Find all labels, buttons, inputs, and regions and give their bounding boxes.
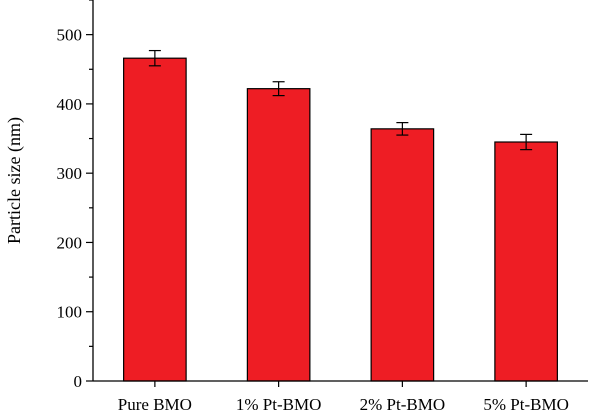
y-axis-label: Particle size (nm) — [4, 117, 25, 244]
x-tick-label: 5% Pt-BMO — [483, 395, 568, 414]
bar — [246, 88, 311, 382]
y-tick-label: 500 — [57, 26, 83, 45]
x-tick-label: 2% Pt-BMO — [360, 395, 445, 414]
y-tick-label: 0 — [74, 372, 83, 391]
bar — [494, 141, 558, 382]
bar — [370, 128, 435, 382]
x-tick-label: 1% Pt-BMO — [236, 395, 321, 414]
y-tick-label: 300 — [57, 164, 83, 183]
bar — [123, 57, 187, 382]
y-axis-ticks: 0 100 200 300 400 500 — [57, 0, 93, 391]
y-tick-label: 400 — [57, 95, 83, 114]
x-axis-ticks: Pure BMO 1% Pt-BMO 2% Pt-BMO 5% Pt-BMO — [118, 381, 569, 414]
y-tick-label: 200 — [57, 233, 83, 252]
plot-area — [123, 49, 558, 382]
x-tick-label: Pure BMO — [118, 395, 192, 414]
y-tick-label: 100 — [57, 303, 83, 322]
